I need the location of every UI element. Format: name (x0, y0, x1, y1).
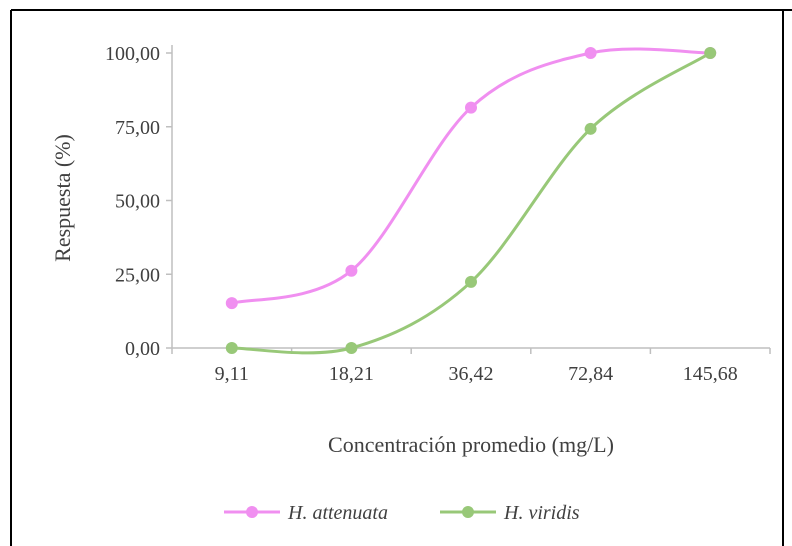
data-point (704, 47, 717, 59)
data-point (584, 122, 597, 135)
y-axis-title: Respuesta (%) (50, 134, 75, 262)
legend-label: H. viridis (503, 502, 580, 524)
x-tick-label: 36,42 (449, 363, 494, 385)
data-point (225, 297, 238, 310)
title-band (0, 0, 792, 9)
x-axis-title: Concentración promedio (mg/L) (328, 432, 614, 457)
legend-label: H. attenuata (287, 502, 388, 524)
data-point (225, 342, 238, 354)
y-ticks: 0,00 25,00 50,00 75,00 100,00 (105, 43, 172, 360)
y-tick-label: 100,00 (105, 43, 160, 65)
series-lines (231, 47, 712, 355)
y-tick-label: 25,00 (115, 264, 160, 286)
x-tick-label: 145,68 (683, 363, 738, 385)
y-tick-label: 0,00 (125, 338, 160, 360)
data-point (465, 275, 477, 288)
data-point (465, 101, 477, 114)
legend: H. attenuata H. viridis (224, 502, 580, 524)
data-point (345, 264, 358, 277)
y-tick-label: 50,00 (115, 191, 160, 213)
x-tick-label: 9,11 (215, 363, 249, 385)
y-tick-label: 75,00 (115, 117, 160, 139)
legend-swatch-marker (246, 506, 258, 518)
series-points (225, 47, 717, 354)
series-line (231, 47, 711, 305)
x-tick-label: 72,84 (568, 363, 613, 385)
data-point (345, 342, 358, 354)
x-ticks: 9,11 18,21 36,42 72,84 145,68 (171, 348, 771, 385)
legend-swatch-marker (462, 506, 474, 518)
x-tick-label: 18,21 (329, 363, 374, 385)
data-point (584, 47, 597, 59)
series-line (231, 51, 712, 355)
